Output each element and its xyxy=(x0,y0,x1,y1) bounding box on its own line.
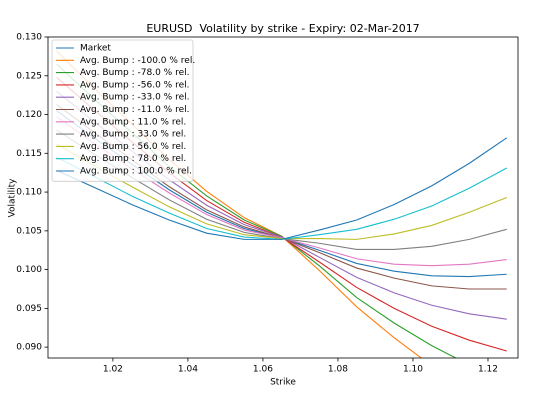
legend-label: Avg. Bump : 11.0 % rel. xyxy=(80,117,186,127)
y-tick-label: 0.115 xyxy=(16,149,42,159)
axes-frame xyxy=(47,36,519,359)
y-axis-label: Volatility xyxy=(8,178,18,218)
legend-label: Avg. Bump : 100.0 % rel. xyxy=(80,167,192,177)
y-tick-label: 0.105 xyxy=(16,226,42,236)
x-tick-label: 1.12 xyxy=(478,365,498,375)
legend-label: Avg. Bump : 78.0 % rel. xyxy=(80,154,186,164)
y-tick-label: 0.110 xyxy=(16,188,42,198)
legend: Market Avg. Bump : -100.0 % rel. Avg. Bump… xyxy=(51,39,195,182)
legend-label: Avg. Bump : 33.0 % rel. xyxy=(80,130,186,140)
y-tick-label: 0.120 xyxy=(16,110,42,120)
y-tick-label: 0.090 xyxy=(16,343,42,353)
y-tick-label: 0.095 xyxy=(16,304,42,314)
x-tick-label: 1.08 xyxy=(328,365,348,375)
legend-label: Avg. Bump : -33.0 % rel. xyxy=(80,93,189,103)
legend-box xyxy=(51,39,194,182)
series-line xyxy=(56,137,508,240)
x-tick-label: 1.04 xyxy=(178,365,198,375)
y-tick-label: 0.100 xyxy=(16,265,42,275)
x-axis-label: Strike xyxy=(270,378,296,388)
y-tick-label: 0.130 xyxy=(16,33,42,43)
legend-label: Avg. Bump : -100.0 % rel. xyxy=(80,56,195,66)
x-tick-label: 1.06 xyxy=(253,365,273,375)
chart-title: EURUSD Volatility by strike - Expiry: 02… xyxy=(146,22,419,35)
x-tick-label: 1.02 xyxy=(103,365,123,375)
legend-label: Avg. Bump : 56.0 % rel. xyxy=(80,142,186,152)
legend-label: Market xyxy=(80,44,111,54)
legend-label: Avg. Bump : -11.0 % rel. xyxy=(80,105,189,115)
x-tick-label: 1.10 xyxy=(403,365,423,375)
legend-label: Avg. Bump : -78.0 % rel. xyxy=(80,68,189,78)
series-line xyxy=(56,143,507,240)
y-tick-label: 0.125 xyxy=(16,71,42,81)
legend-label: Avg. Bump : -56.0 % rel. xyxy=(80,80,189,90)
